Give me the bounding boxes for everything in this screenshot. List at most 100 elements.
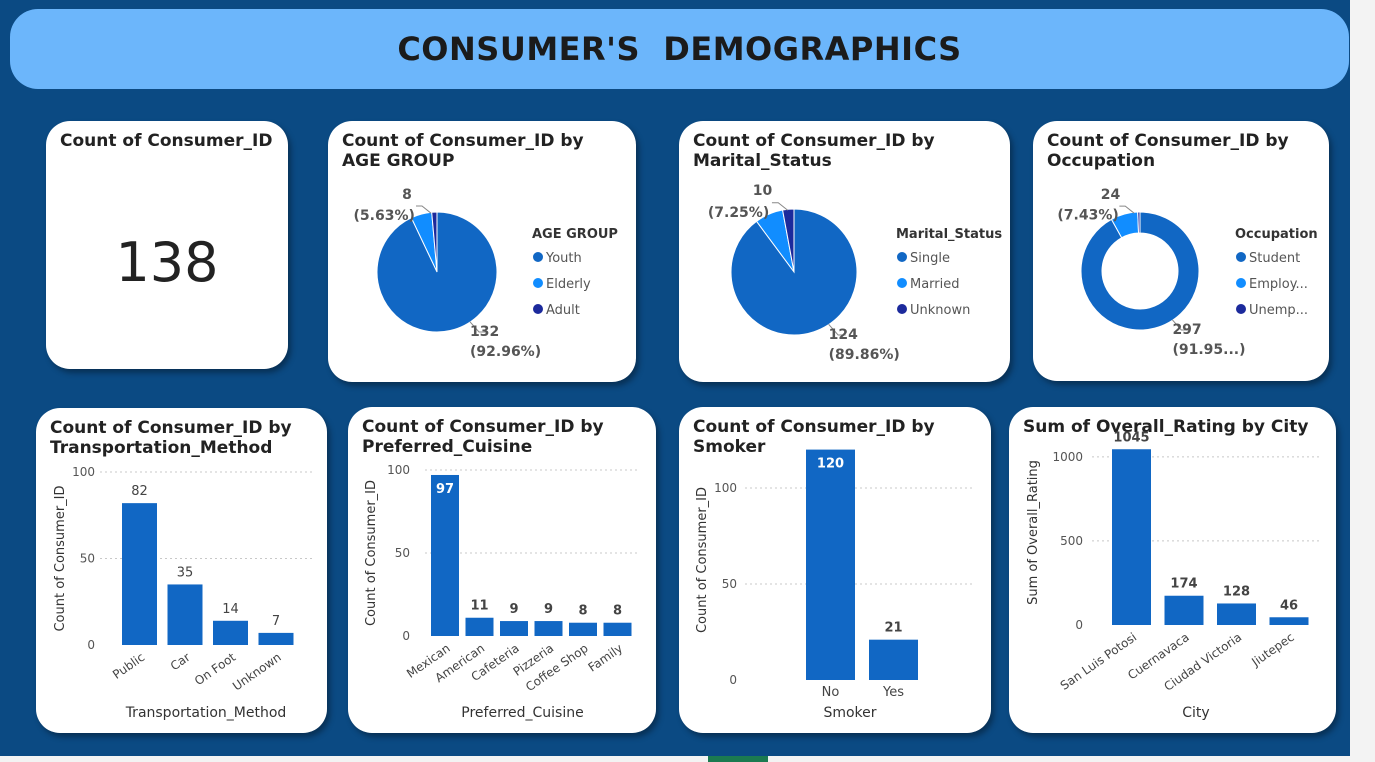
- data-label-percent: (89.86%): [829, 347, 900, 363]
- data-label-percent: (5.63%): [354, 208, 415, 224]
- legend-entry: Student: [1249, 251, 1300, 266]
- data-label-percent: (7.43%): [1057, 208, 1118, 224]
- chart-title: Count of Consumer_ID by Marital_Status: [693, 131, 935, 171]
- city-rating-bar-chart[interactable]: 0 500 1000 Sum of Overall_Rating 1045 San Lui…: [1009, 407, 1336, 733]
- transportation-bar-chart[interactable]: 0 50 100 Count of Consumer_ID 82 Public 35 Car 1…: [36, 408, 327, 733]
- bar-yes: [869, 639, 918, 680]
- bar-jiutepec: [1269, 617, 1309, 625]
- y-tick-label: 100: [72, 465, 95, 479]
- leader-line: [1172, 319, 1189, 331]
- data-label: 97: [436, 482, 454, 497]
- bar-no: [806, 449, 855, 680]
- data-label-value: 10: [753, 183, 773, 199]
- leader-line: [771, 202, 789, 211]
- data-label-percent: (91.95...): [1172, 342, 1245, 358]
- age-group-card[interactable]: Count of Consumer_ID by AGE GROUP 132 (92…: [328, 121, 636, 382]
- legend-marker: [1236, 304, 1246, 314]
- bar-family: [603, 622, 632, 636]
- x-tick-label: No: [822, 685, 840, 700]
- y-tick-label: 50: [80, 552, 95, 566]
- data-label-value: 132: [470, 324, 499, 340]
- x-tick-label: Unknown: [230, 650, 284, 693]
- y-tick-label: 100: [714, 481, 737, 495]
- legend-entry: Youth: [545, 251, 582, 266]
- pie-slice-student: [1080, 211, 1200, 331]
- x-axis-title: Transportation_Method: [125, 705, 287, 721]
- legend-marker: [533, 304, 543, 314]
- leader-line: [469, 321, 487, 333]
- age-group-pie-chart[interactable]: 132 (92.96%) 8 (5.63%) AGE GROUP Youth Elderly…: [328, 121, 636, 382]
- data-label: 82: [131, 484, 148, 499]
- kpi-card[interactable]: Count of Consumer_ID 138: [46, 121, 288, 369]
- chart-title: Sum of Overall_Rating by City: [1023, 417, 1309, 437]
- y-tick-label: 0: [87, 638, 95, 652]
- kpi-title: Count of Consumer_ID: [60, 131, 273, 151]
- y-tick-label: 50: [395, 546, 410, 560]
- data-label: 128: [1223, 584, 1250, 599]
- data-label-value: 124: [829, 327, 858, 343]
- legend-entry: Unknown: [910, 303, 970, 318]
- smoker-card[interactable]: Count of Consumer_ID by Smoker 0 50 100 Cou…: [679, 407, 991, 733]
- active-page-tab[interactable]: [708, 756, 768, 762]
- pie-slice-single: [730, 208, 858, 336]
- y-tick-label: 50: [722, 577, 737, 591]
- data-label: 46: [1280, 598, 1298, 613]
- bar-ciudad-victoria: [1217, 603, 1256, 625]
- bar-public: [122, 503, 157, 645]
- data-label-value: 297: [1172, 322, 1201, 338]
- data-label-percent: (92.96%): [470, 344, 541, 360]
- legend-marker: [897, 278, 907, 288]
- chart-title: Count of Consumer_ID by Occupation: [1047, 131, 1289, 171]
- title-banner: CONSUMER'S DEMOGRAPHICS: [10, 9, 1349, 89]
- legend-marker: [1236, 252, 1246, 262]
- legend-title: Marital_Status: [896, 227, 1002, 242]
- legend-entry: Elderly: [546, 277, 591, 292]
- legend-entry: Adult: [546, 303, 580, 318]
- leader-line: [416, 205, 432, 214]
- data-label: 11: [470, 599, 488, 614]
- right-scroll-strip: [1350, 0, 1375, 762]
- legend-marker: [533, 252, 543, 262]
- legend-entry: Married: [910, 277, 960, 292]
- marital-status-pie-chart[interactable]: 124 (89.86%) 10 (7.25%) Marital_Status Single…: [679, 121, 1010, 382]
- x-tick-label: Yes: [882, 685, 904, 700]
- x-tick-label: Public: [110, 650, 147, 682]
- smoker-bar-chart[interactable]: 0 50 100 Count of Consumer_ID 120 No 21 Yes Smok…: [679, 407, 991, 733]
- cuisine-card[interactable]: Count of Consumer_ID by Preferred_Cuisin…: [348, 407, 656, 733]
- bar-san-luis-potosi: [1112, 449, 1151, 625]
- city-rating-card[interactable]: Sum of Overall_Rating by City 0 500 1000 Su…: [1009, 407, 1336, 733]
- legend-entry: Single: [910, 251, 950, 266]
- data-label: 7: [272, 614, 280, 629]
- y-tick-label: 100: [387, 463, 410, 477]
- chart-title: Count of Consumer_ID by Preferred_Cuisin…: [362, 417, 604, 457]
- marital-status-card[interactable]: Count of Consumer_ID by Marital_Status 1…: [679, 121, 1010, 382]
- y-axis-title: Sum of Overall_Rating: [1026, 460, 1041, 605]
- chart-title: Count of Consumer_ID by AGE GROUP: [342, 131, 584, 171]
- data-label-value: 8: [402, 187, 412, 203]
- legend-marker: [533, 278, 543, 288]
- data-label: 35: [177, 565, 194, 580]
- y-tick-label: 500: [1060, 534, 1083, 548]
- bar-pizzeria: [534, 621, 563, 636]
- bar-coffee-shop: [569, 622, 597, 636]
- kpi-value: 138: [115, 231, 219, 294]
- x-axis-title: City: [1182, 705, 1209, 721]
- legend-marker: [897, 252, 907, 262]
- data-label: 8: [613, 604, 622, 619]
- data-label: 21: [884, 621, 902, 636]
- bar-unknown: [258, 632, 294, 645]
- occupation-donut-chart[interactable]: 297 (91.95...) 24 (7.43%) Occupation Student E…: [1033, 121, 1329, 381]
- data-label: 9: [544, 602, 553, 617]
- y-axis-title: Count of Consumer_ID: [695, 487, 710, 633]
- pie-slice-youth: [376, 211, 498, 333]
- occupation-card[interactable]: Count of Consumer_ID by Occupation 297 (9…: [1033, 121, 1329, 381]
- bar-mexican: [431, 474, 459, 636]
- leader-line: [1119, 205, 1135, 214]
- legend-title: Occupation: [1235, 227, 1318, 242]
- x-tick-label: San Luis Potosi: [1058, 630, 1139, 693]
- data-label-value: 24: [1101, 187, 1121, 203]
- data-label: 8: [578, 604, 587, 619]
- transportation-card[interactable]: Count of Consumer_ID by Transportation_M…: [36, 408, 327, 733]
- y-tick-label: 1000: [1052, 450, 1083, 464]
